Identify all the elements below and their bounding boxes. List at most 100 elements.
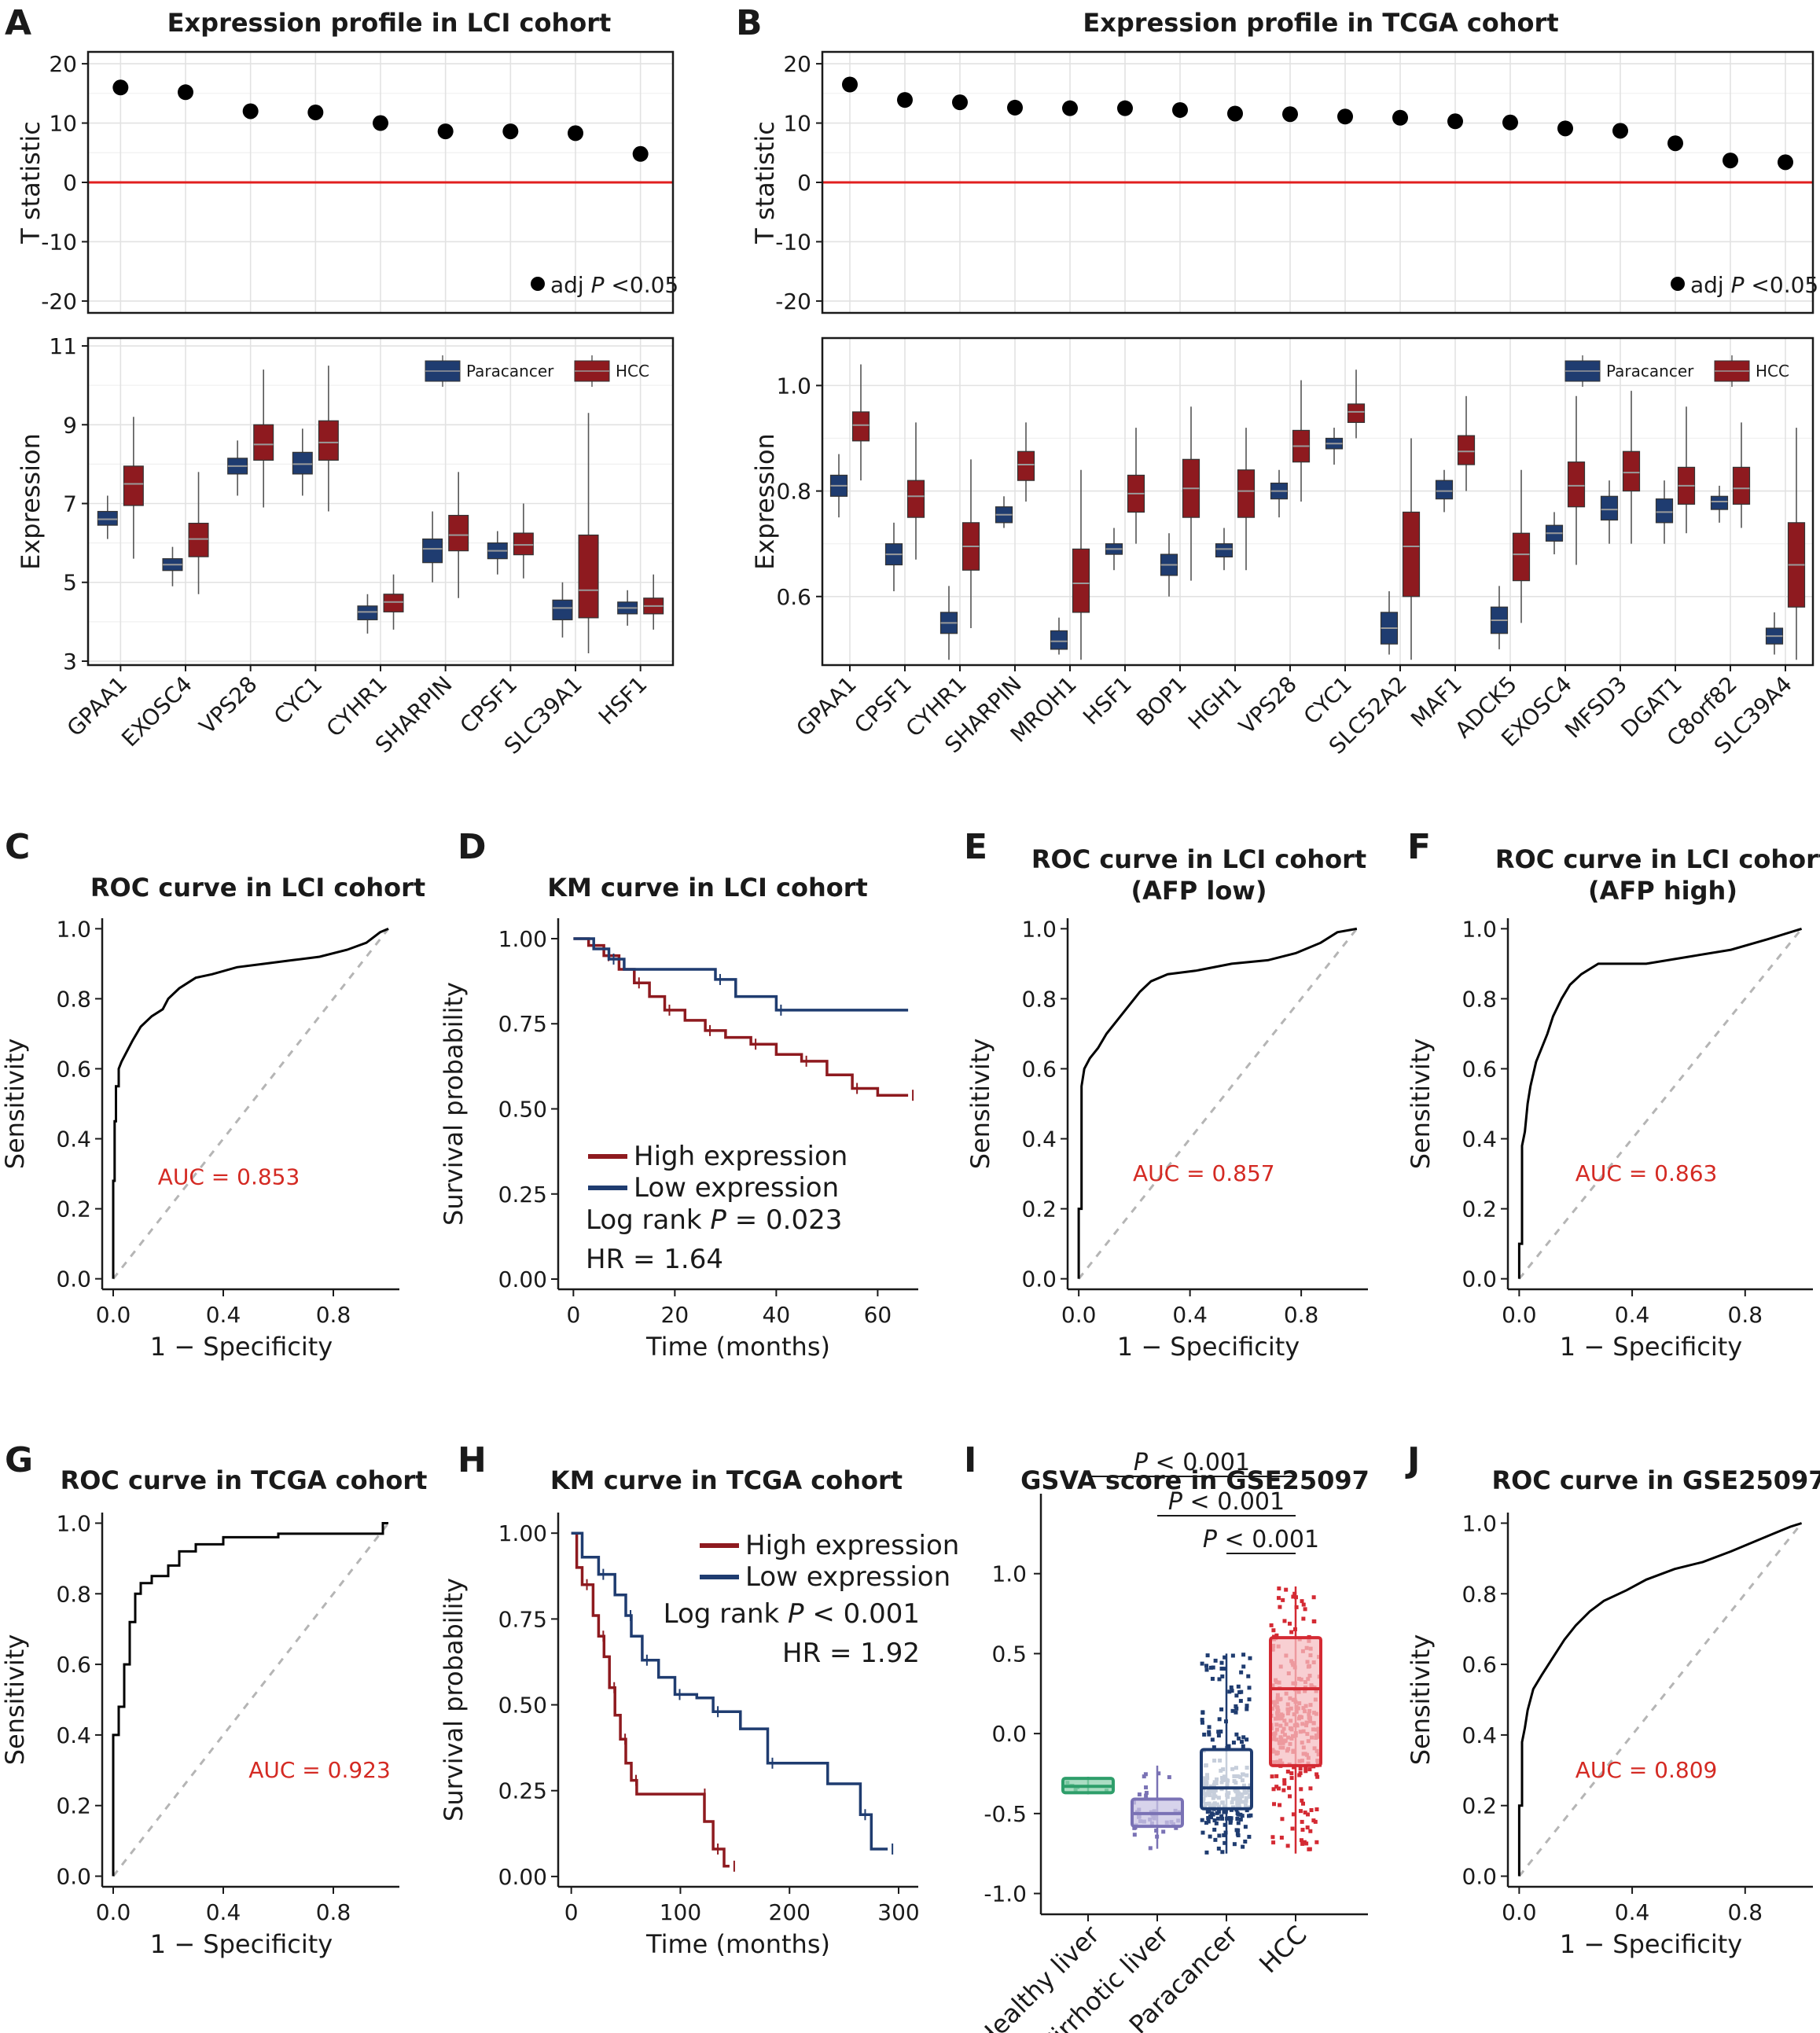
box-hcc (253, 424, 274, 461)
y-axis-label: Sensitivity (965, 1039, 995, 1170)
roc-curve (1517, 927, 1803, 1279)
jitter-point (1307, 1847, 1312, 1851)
x-tick-label: 0.0 (1502, 1302, 1537, 1328)
comparison-p-value-italic: P (1203, 1526, 1218, 1553)
data-point (1723, 153, 1738, 169)
jitter-point (1231, 1741, 1236, 1745)
y-tick-label: 0.8 (56, 986, 91, 1012)
box-paracancer (552, 599, 573, 620)
chart-title: Expression profile in TCGA cohort (1083, 8, 1558, 38)
y-tick-label: 1.0 (56, 916, 91, 942)
legend-label-italic: P (591, 272, 605, 298)
y-axis-label: T statistic (16, 121, 46, 244)
chart-title: ROC curve in TCGA cohort (61, 1465, 428, 1495)
jitter-point (1301, 1602, 1306, 1607)
jitter-point (1278, 1605, 1282, 1609)
hr-annotation: HR = 1.92 (782, 1638, 920, 1669)
comparison-p-value-suffix: < 0.001 (1182, 1488, 1285, 1516)
jitter-point (1219, 1660, 1224, 1665)
jitter-point (1241, 1664, 1246, 1669)
x-tick-label: GPAA1 (791, 671, 862, 742)
hr-annotation: HR = 1.64 (586, 1244, 723, 1275)
y-tick-label: 0.8 (1462, 986, 1497, 1012)
jitter-point (1237, 1690, 1242, 1695)
jitter-point (1241, 1744, 1245, 1748)
box-paracancer (1215, 543, 1234, 558)
logrank-annotation-italic: P (710, 1204, 726, 1236)
data-point (1392, 109, 1408, 126)
diagonal-reference-line (1077, 928, 1359, 1280)
legend-label-prefix: adj (550, 272, 591, 298)
jitter-point (1291, 1594, 1296, 1599)
jitter-point (1222, 1667, 1226, 1671)
y-axis-label: Sensitivity (0, 1634, 30, 1766)
box-hcc (188, 522, 209, 557)
jitter-point (1309, 1807, 1314, 1812)
x-axis-label: 1 − Specificity (150, 1332, 333, 1362)
x-tick-label: VPS28 (1234, 671, 1302, 740)
y-tick-label: 3 (63, 649, 77, 675)
data-point (502, 123, 519, 140)
jitter-point (1167, 1775, 1171, 1780)
jitter-point (1247, 1697, 1252, 1702)
jitter-point (1205, 1653, 1210, 1658)
y-tick-label: 0.0 (56, 1266, 91, 1292)
y-tick-label: 11 (49, 333, 77, 359)
jitter-point (1200, 1720, 1204, 1725)
box-paracancer (292, 451, 313, 475)
jitter-point (1241, 1735, 1246, 1740)
legend-label: Low expression (745, 1561, 950, 1593)
chart-title: KM curve in LCI cohort (547, 873, 868, 903)
y-tick-label: 5 (63, 570, 77, 596)
jitter-point (1148, 1846, 1153, 1851)
box-4 (1269, 1636, 1322, 1767)
jitter-point (1313, 1819, 1318, 1824)
jitter-point (1228, 1821, 1233, 1825)
y-tick-label: 10 (783, 111, 811, 137)
jitter-point (1277, 1596, 1281, 1601)
legend-marker (531, 277, 545, 291)
data-point (1667, 135, 1683, 152)
km-curve-low (573, 937, 909, 1012)
jitter-point (1213, 1837, 1218, 1842)
y-tick-label: 0.6 (776, 584, 811, 610)
data-point (307, 104, 324, 120)
jitter-point (1305, 1825, 1310, 1830)
jitter-point (1161, 1829, 1166, 1834)
y-tick-label: 0.25 (498, 1778, 547, 1804)
auc-label: AUC = 0.809 (1575, 1757, 1718, 1783)
box-3 (1200, 1748, 1253, 1811)
jitter-point (1300, 1801, 1305, 1806)
jitter-point (1204, 1850, 1209, 1855)
data-point (952, 94, 968, 111)
comparison-p-value: P < 0.001 (1203, 1526, 1319, 1553)
jitter-point (1132, 1833, 1137, 1837)
jitter-point (1237, 1736, 1241, 1741)
jitter-point (1217, 1833, 1222, 1838)
jitter-point (1217, 1717, 1222, 1722)
x-tick-label: 40 (763, 1302, 791, 1328)
chart-title-line: (AFP high) (1588, 876, 1737, 906)
jitter-point (1291, 1812, 1296, 1817)
y-tick-label: 0.00 (498, 1266, 547, 1292)
data-point (178, 84, 193, 101)
jitter-point (1247, 1686, 1252, 1690)
x-tick-label: MFSD3 (1560, 671, 1632, 744)
box-paracancer (357, 605, 378, 620)
jitter-point (1238, 1699, 1243, 1704)
x-tick-label: 300 (877, 1899, 919, 1925)
jitter-point (1156, 1771, 1161, 1776)
data-point (1557, 120, 1573, 137)
jitter-point (1213, 1658, 1218, 1663)
legend-label: Low expression (634, 1172, 839, 1204)
jitter-point (1270, 1835, 1275, 1840)
jitter-point (1240, 1740, 1245, 1744)
diagonal-reference-line (1518, 1522, 1803, 1877)
jitter-point (1215, 1811, 1219, 1815)
jitter-point (1205, 1810, 1210, 1814)
jitter-point (1292, 1765, 1296, 1770)
legend-label: adj P <0.05 (550, 272, 678, 298)
comparison-p-value: P < 0.001 (1168, 1488, 1285, 1516)
jitter-point (1314, 1840, 1319, 1844)
chart-title: ROC curve in LCI cohort (90, 873, 425, 903)
